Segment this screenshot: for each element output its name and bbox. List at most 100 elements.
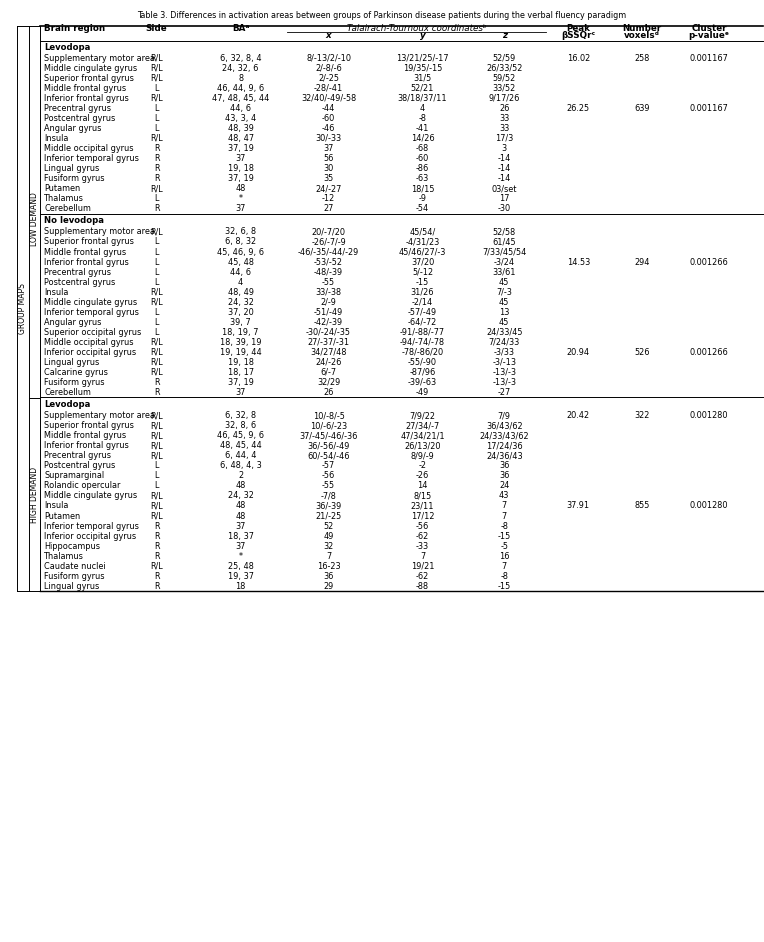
Text: Middle cingulate gyrus: Middle cingulate gyrus (44, 298, 138, 307)
Text: 17/3: 17/3 (495, 134, 513, 143)
Text: Lingual gyrus: Lingual gyrus (44, 164, 99, 173)
Text: -8: -8 (500, 522, 508, 530)
Text: L: L (154, 257, 159, 267)
Text: 56: 56 (323, 154, 334, 163)
Text: Precentral gyrus: Precentral gyrus (44, 268, 112, 277)
Text: 0.001280: 0.001280 (690, 411, 728, 420)
Text: 37: 37 (235, 204, 246, 213)
Text: 03/set: 03/set (491, 184, 517, 193)
Text: 3: 3 (502, 144, 507, 153)
Text: 33/61: 33/61 (493, 268, 516, 277)
Text: Putamen: Putamen (44, 184, 80, 193)
Text: 2/-25: 2/-25 (318, 73, 339, 83)
Text: 26.25: 26.25 (567, 104, 590, 113)
Text: -8: -8 (500, 572, 508, 580)
Text: 7/-3: 7/-3 (497, 287, 512, 297)
Text: 20/-7/20: 20/-7/20 (312, 227, 345, 236)
Text: 37, 19: 37, 19 (228, 378, 254, 387)
Text: z: z (502, 31, 507, 40)
Text: L: L (154, 268, 159, 277)
Text: -26/-7/-9: -26/-7/-9 (311, 237, 346, 247)
Text: 34/27/48: 34/27/48 (310, 348, 347, 357)
Text: 31/5: 31/5 (413, 73, 432, 83)
Text: Angular gyrus: Angular gyrus (44, 124, 102, 133)
Text: 13/21/25/-17: 13/21/25/-17 (397, 54, 448, 63)
Text: 30/-33: 30/-33 (316, 134, 342, 143)
Text: Supplementary motor area: Supplementary motor area (44, 227, 155, 236)
Text: 48: 48 (235, 512, 246, 521)
Text: Postcentral gyrus: Postcentral gyrus (44, 114, 115, 123)
Text: L: L (154, 84, 159, 93)
Text: -64/-72: -64/-72 (408, 317, 437, 327)
Text: -13/-3: -13/-3 (492, 368, 516, 377)
Text: 46, 44, 9, 6: 46, 44, 9, 6 (217, 84, 264, 93)
Text: 0.001266: 0.001266 (690, 348, 728, 357)
Text: Table 3. Differences in activation areas between groups of Parkinson disease pat: Table 3. Differences in activation areas… (138, 11, 626, 21)
Text: -60: -60 (322, 114, 335, 123)
Text: 36: 36 (499, 462, 510, 470)
Text: Supplementary motor area: Supplementary motor area (44, 54, 155, 63)
Text: 37: 37 (235, 388, 246, 397)
Text: -8: -8 (419, 114, 426, 123)
Text: 0.001280: 0.001280 (690, 501, 728, 511)
Text: R: R (154, 388, 160, 397)
Text: 37: 37 (323, 144, 334, 153)
Text: 25, 48: 25, 48 (228, 561, 254, 571)
Text: 37, 20: 37, 20 (228, 308, 254, 317)
Text: 4: 4 (238, 278, 243, 286)
Text: 16.02: 16.02 (567, 54, 590, 63)
Text: 7/9: 7/9 (497, 411, 511, 420)
Text: 32, 8, 6: 32, 8, 6 (225, 421, 256, 430)
Text: BAᵃ: BAᵃ (232, 24, 249, 33)
Text: 294: 294 (634, 257, 649, 267)
Text: Insula: Insula (44, 501, 69, 511)
Text: Inferior temporal gyrus: Inferior temporal gyrus (44, 154, 139, 163)
Text: 49: 49 (323, 531, 334, 541)
Text: Precentral gyrus: Precentral gyrus (44, 104, 112, 113)
Text: -55: -55 (322, 278, 335, 286)
Text: 47, 48, 45, 44: 47, 48, 45, 44 (212, 94, 270, 103)
Text: Fusiform gyrus: Fusiform gyrus (44, 572, 105, 580)
Text: -48/-39: -48/-39 (314, 268, 343, 277)
Text: R: R (154, 204, 160, 213)
Text: 5/-12: 5/-12 (412, 268, 433, 277)
Text: 7: 7 (502, 561, 507, 571)
Text: R/L: R/L (151, 411, 163, 420)
Text: -27: -27 (497, 388, 511, 397)
Text: R/L: R/L (151, 368, 163, 377)
Text: R: R (154, 164, 160, 173)
Text: -30/-24/-35: -30/-24/-35 (306, 328, 351, 337)
Text: 33/52: 33/52 (493, 84, 516, 93)
Text: -91/-88/-77: -91/-88/-77 (400, 328, 445, 337)
Text: 24, 32: 24, 32 (228, 492, 254, 500)
Text: Inferior occipital gyrus: Inferior occipital gyrus (44, 348, 137, 357)
Text: 39, 7: 39, 7 (231, 317, 251, 327)
Text: R/L: R/L (151, 94, 163, 103)
Text: 31/26: 31/26 (411, 287, 434, 297)
Text: L: L (154, 328, 159, 337)
Text: 8/-13/2/-10: 8/-13/2/-10 (306, 54, 351, 63)
Text: 21/-25: 21/-25 (316, 512, 342, 521)
Text: Middle occipital gyrus: Middle occipital gyrus (44, 338, 134, 347)
Text: R/L: R/L (151, 501, 163, 511)
Text: 6, 8, 32: 6, 8, 32 (225, 237, 256, 247)
Text: *: * (238, 552, 243, 560)
Text: 855: 855 (634, 501, 649, 511)
Text: 24, 32, 6: 24, 32, 6 (222, 64, 259, 73)
Text: -33: -33 (416, 542, 429, 551)
Text: 24/-27: 24/-27 (316, 184, 342, 193)
Text: 47/34/21/1: 47/34/21/1 (400, 431, 445, 440)
Text: L: L (154, 278, 159, 286)
Text: 32, 6, 8: 32, 6, 8 (225, 227, 256, 236)
Text: HIGH DEMAND: HIGH DEMAND (31, 467, 39, 523)
Text: 26: 26 (323, 388, 334, 397)
Text: -44: -44 (322, 104, 335, 113)
Text: R/L: R/L (151, 492, 163, 500)
Text: Inferior occipital gyrus: Inferior occipital gyrus (44, 531, 137, 541)
Text: 8/9/-9: 8/9/-9 (410, 451, 435, 461)
Text: Side: Side (146, 24, 167, 33)
Text: -88: -88 (416, 582, 429, 591)
Text: Inferior frontal gyrus: Inferior frontal gyrus (44, 257, 129, 267)
Text: 9/17/26: 9/17/26 (488, 94, 520, 103)
Text: Supramarginal: Supramarginal (44, 471, 105, 480)
